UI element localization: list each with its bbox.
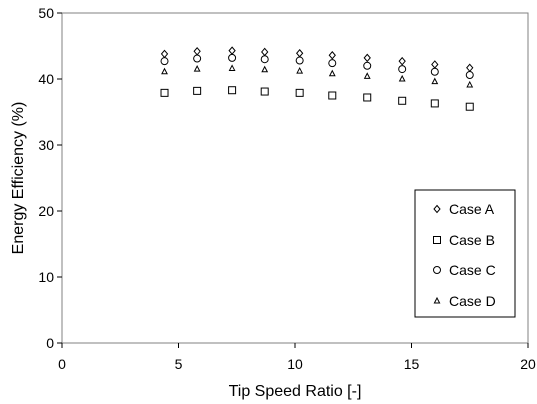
legend-label: Case C	[449, 262, 496, 278]
y-axis-label: Energy Efficiency (%)	[10, 102, 27, 255]
x-axis-label: Tip Speed Ratio [-]	[229, 383, 362, 400]
legend-box	[414, 189, 516, 318]
x-tick-label: 5	[175, 356, 183, 372]
data-point	[161, 67, 168, 75]
data-point	[363, 61, 372, 70]
y-tick-label: 50	[38, 5, 54, 21]
x-tick-label: 20	[520, 356, 536, 372]
data-point	[430, 67, 439, 76]
data-point	[328, 59, 337, 68]
data-point	[295, 56, 304, 65]
x-tick-label: 0	[58, 356, 66, 372]
y-axis-ticks: 0 10 20 30 40 50	[38, 5, 62, 351]
x-axis-ticks: 0 5 10 15 20	[58, 343, 536, 372]
data-point	[228, 64, 236, 71]
data-point	[328, 69, 336, 77]
y-tick-label: 40	[38, 71, 54, 87]
x-tick-label: 15	[404, 356, 420, 372]
series-triangle	[161, 64, 474, 88]
data-point	[363, 53, 371, 63]
data-point	[261, 65, 269, 73]
data-point	[160, 88, 169, 97]
data-point	[466, 80, 474, 88]
legend-marker	[433, 236, 441, 244]
y-tick-label: 20	[38, 203, 54, 219]
y-tick-label: 0	[46, 335, 54, 351]
data-point	[430, 99, 439, 108]
series-circle	[160, 53, 474, 80]
data-point	[260, 55, 269, 64]
legend-marker	[433, 266, 441, 274]
data-point	[260, 87, 269, 96]
legend-marker	[433, 204, 441, 214]
data-point	[363, 93, 372, 102]
data-point	[363, 72, 371, 79]
data-point	[465, 102, 474, 111]
y-tick-label: 30	[38, 137, 54, 153]
data-point	[228, 86, 237, 95]
legend-label: Case D	[449, 293, 496, 309]
data-point	[398, 96, 407, 105]
data-point	[296, 66, 304, 74]
data-point	[193, 65, 201, 72]
data-point	[160, 57, 169, 66]
data-point	[295, 88, 304, 97]
data-point	[431, 77, 439, 85]
data-point	[228, 53, 237, 62]
data-point	[328, 50, 336, 60]
y-tick-label: 10	[38, 269, 54, 285]
data-point	[398, 74, 406, 82]
data-points	[160, 46, 474, 111]
data-point	[193, 86, 202, 95]
data-point	[465, 71, 474, 80]
data-point	[193, 54, 202, 63]
legend-label: Case A	[449, 201, 495, 217]
legend-marker	[433, 296, 441, 304]
data-point	[328, 91, 337, 100]
series-square	[160, 86, 474, 111]
x-tick-label: 10	[287, 356, 303, 372]
legend: Case A Case B Case C Case D	[414, 189, 516, 318]
legend-label: Case B	[449, 232, 495, 248]
data-point	[398, 56, 406, 66]
data-point	[398, 65, 407, 74]
